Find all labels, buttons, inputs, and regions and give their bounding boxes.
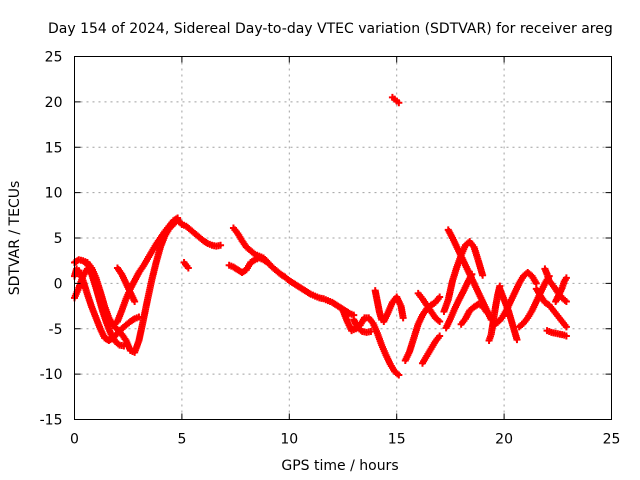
data-point xyxy=(395,99,403,107)
series-track-z xyxy=(541,265,570,306)
data-point xyxy=(436,317,444,325)
data-layer xyxy=(71,93,570,379)
data-point xyxy=(367,327,375,335)
data-point xyxy=(436,293,444,301)
data-point xyxy=(131,298,139,306)
series-track-o xyxy=(418,332,444,367)
series-track-t xyxy=(457,300,491,328)
series-track-m xyxy=(388,93,403,107)
series-track-r xyxy=(440,238,487,316)
x-tick-label: 0 xyxy=(70,432,79,448)
x-tick-label: 5 xyxy=(177,432,186,448)
series-track-j xyxy=(339,307,403,379)
y-tick-label: -10 xyxy=(40,367,63,383)
series-track-l xyxy=(371,287,407,325)
data-point xyxy=(562,332,570,340)
series-track-i xyxy=(229,224,358,319)
series-track-s xyxy=(442,270,476,332)
data-point xyxy=(513,336,521,344)
data-point xyxy=(483,308,491,316)
series-track-v xyxy=(489,268,540,329)
series-track-f xyxy=(178,220,225,250)
y-tick-label: 20 xyxy=(45,95,63,111)
axis-layer xyxy=(74,56,612,420)
series-track-p xyxy=(414,289,444,325)
x-tick-label: 10 xyxy=(280,432,298,448)
series-track-e xyxy=(113,264,139,306)
data-point xyxy=(436,332,444,340)
x-tick-label: 15 xyxy=(388,432,406,448)
data-point xyxy=(562,274,570,282)
data-point xyxy=(399,314,407,322)
data-point xyxy=(135,313,143,321)
y-tick-label: -5 xyxy=(49,322,63,338)
y-tick-label: 10 xyxy=(45,186,63,202)
chart-title: Day 154 of 2024, Sidereal Day-to-day VTE… xyxy=(48,21,613,37)
y-tick-label: 5 xyxy=(54,231,63,247)
y-tick-label: 0 xyxy=(54,276,63,292)
series-track-y xyxy=(532,285,570,331)
series-track-g xyxy=(180,259,192,272)
x-axis-label: GPS time / hours xyxy=(281,458,398,474)
series-track-d xyxy=(81,259,128,350)
data-point xyxy=(120,342,128,350)
y-axis-label: SDTVAR / TECUs xyxy=(7,181,23,296)
series-track-w xyxy=(496,285,521,344)
y-tick-label: -15 xyxy=(40,413,63,429)
data-point xyxy=(562,298,570,306)
data-point xyxy=(468,270,476,278)
data-point xyxy=(184,264,192,272)
x-tick-label: 25 xyxy=(603,432,621,448)
data-point xyxy=(479,271,487,279)
tick-label-layer: 0 5 10 15 20 25 -15 -10 -5 0 5 10 15 20 25 xyxy=(40,50,621,448)
series-track-k xyxy=(350,316,375,336)
data-point xyxy=(562,323,570,331)
data-point xyxy=(217,241,225,249)
y-tick-label: 15 xyxy=(45,140,63,156)
x-tick-label: 20 xyxy=(495,432,513,448)
series-track-aa xyxy=(543,327,570,340)
grid-layer xyxy=(74,56,612,420)
data-point xyxy=(395,371,403,379)
series-track-ab xyxy=(552,274,570,306)
y-tick-label: 25 xyxy=(45,50,63,66)
